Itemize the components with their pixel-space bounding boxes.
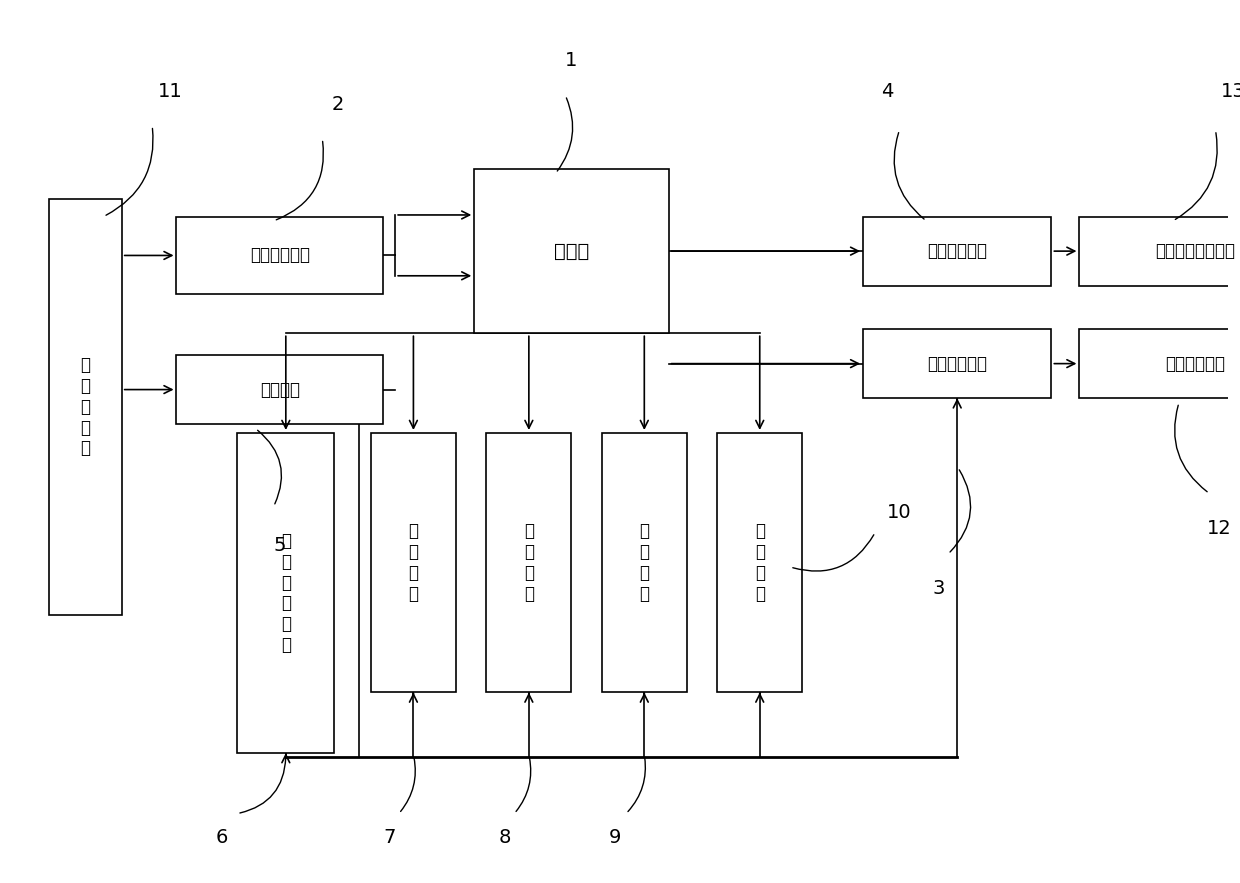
Text: 后台管理系统: 后台管理系统 [1164,355,1225,373]
Bar [1079,329,1240,398]
Bar [237,433,335,753]
Text: 6: 6 [216,828,228,848]
Text: 10: 10 [887,503,911,522]
Text: 移
动
存
储
模
块: 移 动 存 储 模 块 [280,532,291,654]
Bar [371,433,456,692]
Text: 电源模块: 电源模块 [259,381,300,398]
Text: 5: 5 [274,536,286,555]
Text: 13: 13 [1221,81,1240,101]
Bar [601,433,687,692]
Bar [717,433,802,692]
Bar [48,200,122,615]
Bar [176,355,383,424]
Text: 公交智能调度系统: 公交智能调度系统 [1154,242,1235,260]
Text: 时
钟
模
块: 时 钟 模 块 [755,523,765,603]
Text: 信号输入模块: 信号输入模块 [249,246,310,264]
Bar [1079,216,1240,286]
Bar [486,433,572,692]
Text: 11: 11 [157,81,182,101]
Text: 单片机: 单片机 [554,242,589,260]
Text: 7: 7 [383,828,396,848]
Text: 12: 12 [1207,518,1231,538]
Bar [474,169,668,333]
Text: 存
储
模
块: 存 储 模 块 [640,523,650,603]
Text: 无线传输模块: 无线传输模块 [928,355,987,373]
Bar [863,216,1052,286]
Text: 2: 2 [332,94,345,114]
Text: 3: 3 [932,579,945,598]
Text: 4: 4 [882,81,894,101]
Text: 8: 8 [498,828,511,848]
Bar [863,329,1052,398]
Text: 显
示
模
块: 显 示 模 块 [523,523,534,603]
Text: 9: 9 [609,828,621,848]
Text: 1: 1 [565,51,578,71]
Bar [176,216,383,294]
Text: 车
载
空
压
机: 车 载 空 压 机 [81,356,91,457]
Text: 按
键
模
块: 按 键 模 块 [408,523,418,603]
Text: 通讯输出模块: 通讯输出模块 [928,242,987,260]
